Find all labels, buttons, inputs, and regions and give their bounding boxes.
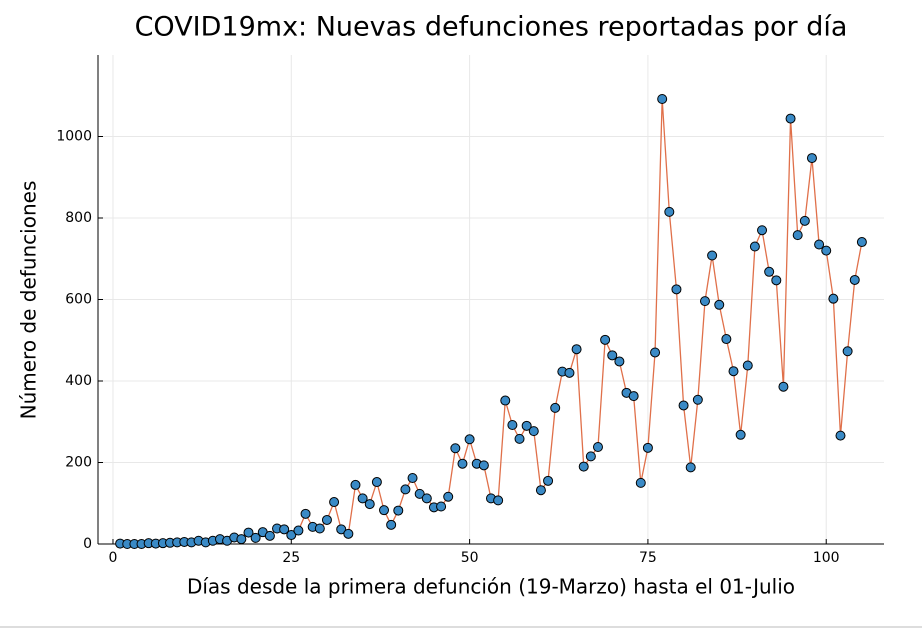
chart-title: COVID19mx: Nuevas defunciones reportadas… xyxy=(135,12,848,43)
data-point xyxy=(842,346,853,357)
x-tick-label: 25 xyxy=(282,550,300,566)
data-point xyxy=(421,493,432,504)
data-point xyxy=(436,501,447,512)
data-point xyxy=(849,274,860,285)
data-point xyxy=(578,461,589,472)
data-point xyxy=(507,420,518,431)
data-point xyxy=(642,442,653,453)
data-point xyxy=(350,479,361,490)
data-point xyxy=(457,458,468,469)
data-point xyxy=(500,395,511,406)
data-point xyxy=(792,230,803,241)
data-point xyxy=(785,113,796,124)
data-point xyxy=(393,505,404,516)
data-point xyxy=(600,334,611,345)
data-point xyxy=(543,475,554,486)
data-point xyxy=(343,528,354,539)
data-point xyxy=(329,497,340,508)
data-point xyxy=(571,344,582,355)
y-tick-label: 1000 xyxy=(56,129,92,145)
data-point xyxy=(379,505,390,516)
data-point xyxy=(828,293,839,304)
data-point xyxy=(564,367,575,378)
data-point xyxy=(464,434,475,445)
data-line xyxy=(120,98,863,545)
data-point xyxy=(528,426,539,437)
data-point xyxy=(821,245,832,256)
data-point xyxy=(371,477,382,488)
data-point xyxy=(607,350,618,361)
data-point xyxy=(407,472,418,483)
data-point xyxy=(799,215,810,226)
data-point xyxy=(386,519,397,530)
data-point xyxy=(264,530,275,541)
data-point xyxy=(521,420,532,431)
data-point xyxy=(735,429,746,440)
data-point xyxy=(443,491,454,502)
data-point xyxy=(671,284,682,295)
data-point xyxy=(714,299,725,310)
data-point xyxy=(357,493,368,504)
data-point xyxy=(236,534,247,545)
data-point xyxy=(286,530,297,541)
data-point xyxy=(856,237,867,248)
data-point xyxy=(478,460,489,471)
data-point xyxy=(279,524,290,535)
x-tick-label: 100 xyxy=(813,550,840,566)
x-axis-label: Días desde la primera defunción (19-Marz… xyxy=(187,575,795,599)
data-point xyxy=(493,495,504,506)
data-point xyxy=(243,527,254,538)
data-point xyxy=(721,334,732,345)
y-tick-label: 0 xyxy=(83,536,92,552)
data-point xyxy=(614,356,625,367)
data-point xyxy=(364,499,375,510)
data-point xyxy=(757,225,768,236)
data-point xyxy=(336,524,347,535)
data-point xyxy=(835,430,846,441)
data-point xyxy=(592,442,603,453)
data-point xyxy=(814,239,825,250)
data-point xyxy=(650,347,661,358)
data-point xyxy=(742,360,753,371)
data-point xyxy=(293,525,304,536)
y-axis-label: Número de defunciones xyxy=(17,181,41,420)
data-point xyxy=(450,443,461,454)
y-tick-label: 200 xyxy=(65,455,92,471)
data-point xyxy=(707,250,718,261)
data-point xyxy=(585,451,596,462)
data-point xyxy=(628,391,639,402)
data-point xyxy=(300,508,311,519)
x-tick-label: 75 xyxy=(639,550,657,566)
data-point xyxy=(414,488,425,499)
y-tick-label: 600 xyxy=(65,292,92,308)
data-point xyxy=(764,266,775,277)
data-point xyxy=(806,153,817,164)
y-tick-label: 400 xyxy=(65,373,92,389)
data-point xyxy=(550,402,561,413)
data-point xyxy=(685,462,696,473)
data-point xyxy=(728,366,739,377)
data-point xyxy=(314,523,325,534)
x-tick-label: 0 xyxy=(109,550,118,566)
data-point xyxy=(635,477,646,488)
data-point xyxy=(321,514,332,525)
data-point xyxy=(749,241,760,252)
data-point xyxy=(535,485,546,496)
data-point xyxy=(778,381,789,392)
data-point xyxy=(771,275,782,286)
data-point xyxy=(400,484,411,495)
x-tick-label: 50 xyxy=(461,550,479,566)
data-point xyxy=(514,433,525,444)
data-point xyxy=(657,94,668,105)
data-point xyxy=(664,206,675,217)
data-point xyxy=(678,400,689,411)
y-tick-label: 800 xyxy=(65,210,92,226)
data-point xyxy=(250,532,261,543)
data-point xyxy=(692,394,703,405)
data-point xyxy=(699,296,710,307)
